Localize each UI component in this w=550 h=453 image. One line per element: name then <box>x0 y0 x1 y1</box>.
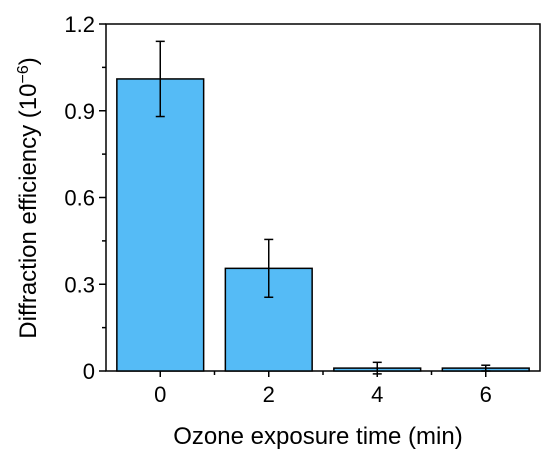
x-axis: 0 2 4 6 <box>154 371 492 407</box>
y-tick-label-0.6: 0.6 <box>64 186 95 211</box>
y-axis-title-text: Diffraction efficiency (10 <box>15 84 42 339</box>
y-tick-label-0.3: 0.3 <box>64 272 95 297</box>
x-tick-label-0: 0 <box>154 382 166 407</box>
y-tick-label-0.9: 0.9 <box>64 99 95 124</box>
y-axis-title: Diffraction efficiency (10−6) <box>15 57 43 338</box>
error-bars-group <box>155 40 491 375</box>
y-tick-label-1.2: 1.2 <box>64 12 95 37</box>
y-tick-label-0: 0 <box>83 359 95 384</box>
bars-group <box>116 78 530 372</box>
x-tick-label-2: 2 <box>263 382 275 407</box>
bar-0 <box>116 78 205 372</box>
x-axis-title: Ozone exposure time (min) <box>173 423 462 450</box>
y-axis: 0 0.3 0.6 0.9 1.2 <box>64 12 106 384</box>
x-tick-label-6: 6 <box>480 382 492 407</box>
x-tick-label-4: 4 <box>371 382 383 407</box>
y-axis-title-close: ) <box>15 57 42 65</box>
y-axis-title-exponent: −6 <box>15 65 32 83</box>
